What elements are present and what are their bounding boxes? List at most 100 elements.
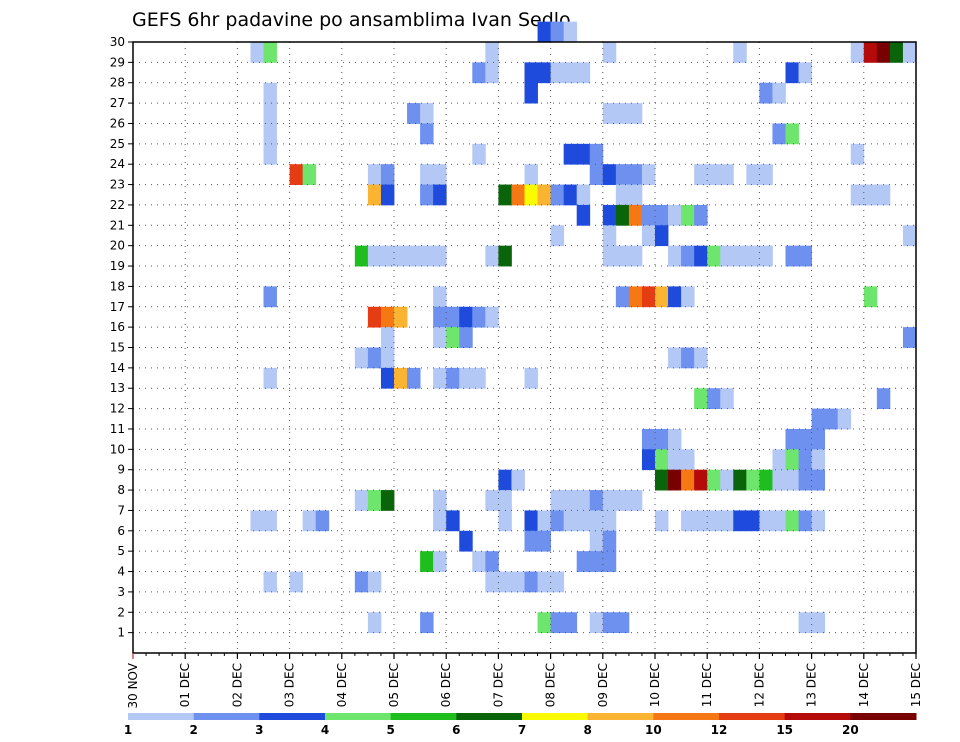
heatmap-cell bbox=[589, 490, 604, 511]
heatmap-cell bbox=[811, 428, 826, 450]
heatmap-cell bbox=[459, 367, 473, 389]
heatmap-cell bbox=[524, 62, 538, 84]
heatmap-cell bbox=[589, 551, 604, 572]
heatmap-cell bbox=[720, 164, 734, 185]
heatmap-cell bbox=[380, 184, 395, 206]
heatmap-cell bbox=[354, 245, 369, 267]
colorbar-label: 15 bbox=[776, 723, 793, 737]
heatmap-cell bbox=[694, 204, 708, 226]
heatmap-cell bbox=[315, 510, 330, 532]
colorbar-label: 10 bbox=[645, 723, 662, 737]
heatmap-cell bbox=[811, 408, 826, 430]
heatmap-cell bbox=[524, 510, 538, 532]
heatmap-cell bbox=[772, 469, 786, 491]
heatmap-cell bbox=[420, 123, 434, 145]
heatmap-cell bbox=[354, 490, 369, 511]
colorbar-label: 6 bbox=[452, 723, 460, 737]
x-tick-label: 01 DEC bbox=[178, 663, 192, 707]
colorbar-label: 5 bbox=[386, 723, 394, 737]
heatmap-cell bbox=[615, 164, 630, 185]
heatmap-cell bbox=[485, 42, 499, 63]
heatmap-cell bbox=[707, 245, 721, 267]
heatmap-cell bbox=[498, 490, 512, 511]
heatmap-cell bbox=[485, 62, 499, 84]
colorbar-legend: 1 2 3 4 5 6 7 8 10 12 15 20 bbox=[124, 713, 917, 737]
x-tick-label: 10 DEC bbox=[648, 663, 662, 707]
heatmap-cell bbox=[798, 510, 812, 532]
heatmap-cell bbox=[289, 164, 304, 185]
heatmap-cell bbox=[602, 164, 617, 185]
heatmap-cell bbox=[602, 225, 617, 247]
colorbar-swatch bbox=[653, 713, 720, 720]
heatmap-cell bbox=[511, 571, 525, 593]
y-tick-label: 23 bbox=[110, 178, 125, 192]
heatmap-cell bbox=[380, 245, 395, 267]
heatmap-cell bbox=[681, 204, 695, 226]
heatmap-cell bbox=[655, 225, 669, 247]
heatmap-cell bbox=[668, 469, 682, 491]
colorbar-swatch bbox=[719, 713, 786, 720]
heatmap-cell bbox=[433, 306, 447, 328]
heatmap-cell bbox=[367, 184, 382, 206]
heatmap-cell bbox=[459, 306, 473, 328]
heatmap-cell bbox=[681, 469, 695, 491]
heatmap-cell bbox=[498, 510, 512, 532]
heatmap-cell bbox=[433, 327, 447, 348]
heatmap-cell bbox=[772, 510, 786, 532]
heatmap-cell bbox=[550, 490, 565, 511]
y-axis: 1234567891011121314151617181920212223242… bbox=[110, 35, 133, 640]
colorbar-swatch bbox=[850, 713, 917, 720]
heatmap-cell bbox=[263, 510, 277, 532]
heatmap-cell bbox=[433, 245, 447, 267]
heatmap-cell bbox=[785, 510, 799, 532]
heatmap-cell bbox=[694, 388, 708, 409]
colorbar-label: 2 bbox=[189, 723, 197, 737]
heatmap-cell bbox=[707, 388, 721, 409]
heatmap-cell bbox=[420, 612, 434, 634]
x-tick-label: 02 DEC bbox=[230, 663, 244, 707]
heatmap-cell bbox=[367, 245, 382, 267]
heatmap-cell bbox=[876, 388, 891, 409]
heatmap-cell bbox=[602, 42, 617, 63]
heatmap-cell bbox=[524, 367, 538, 389]
heatmap-cell bbox=[289, 571, 304, 593]
heatmap-cell bbox=[420, 164, 434, 185]
y-tick-label: 13 bbox=[110, 381, 125, 395]
y-tick-label: 11 bbox=[110, 422, 125, 436]
heatmap-cell bbox=[824, 408, 839, 430]
heatmap-cell bbox=[602, 530, 617, 552]
heatmap-cell bbox=[511, 469, 525, 491]
heatmap-cell bbox=[302, 164, 317, 185]
heatmap-cell bbox=[720, 510, 734, 532]
heatmap-cell bbox=[902, 225, 917, 247]
y-tick-label: 12 bbox=[110, 402, 125, 416]
heatmap-cell bbox=[420, 551, 434, 572]
colorbar-label: 20 bbox=[842, 723, 859, 737]
heatmap-cell bbox=[498, 571, 512, 593]
heatmap-cell bbox=[759, 82, 773, 104]
heatmap-cell bbox=[380, 490, 395, 511]
x-tick-label: 04 DEC bbox=[335, 663, 349, 707]
heatmap-cell bbox=[589, 164, 604, 185]
heatmap-cell bbox=[498, 469, 512, 491]
heatmap-cell bbox=[811, 449, 826, 471]
heatmap-cell bbox=[537, 571, 551, 593]
heatmap-cell bbox=[537, 510, 551, 532]
heatmap-cell bbox=[811, 510, 826, 532]
heatmap-cell bbox=[602, 551, 617, 572]
heatmap-cell bbox=[263, 123, 277, 145]
chart-title: GEFS 6hr padavine po ansamblima Ivan Sed… bbox=[132, 9, 571, 31]
heatmap-cell bbox=[798, 62, 812, 84]
y-tick-label: 22 bbox=[110, 198, 125, 212]
colorbar-label: 4 bbox=[321, 723, 329, 737]
heatmap-cell bbox=[602, 490, 617, 511]
heatmap-cell bbox=[798, 449, 812, 471]
heatmap-cell bbox=[250, 510, 264, 532]
heatmap-cell bbox=[550, 510, 565, 532]
heatmap-cell bbox=[550, 62, 565, 84]
heatmap-cell bbox=[628, 204, 643, 226]
heatmap-cell bbox=[733, 510, 747, 532]
heatmap-cell bbox=[615, 612, 630, 634]
heatmap-cell bbox=[472, 551, 486, 572]
heatmap-cell bbox=[602, 103, 617, 124]
